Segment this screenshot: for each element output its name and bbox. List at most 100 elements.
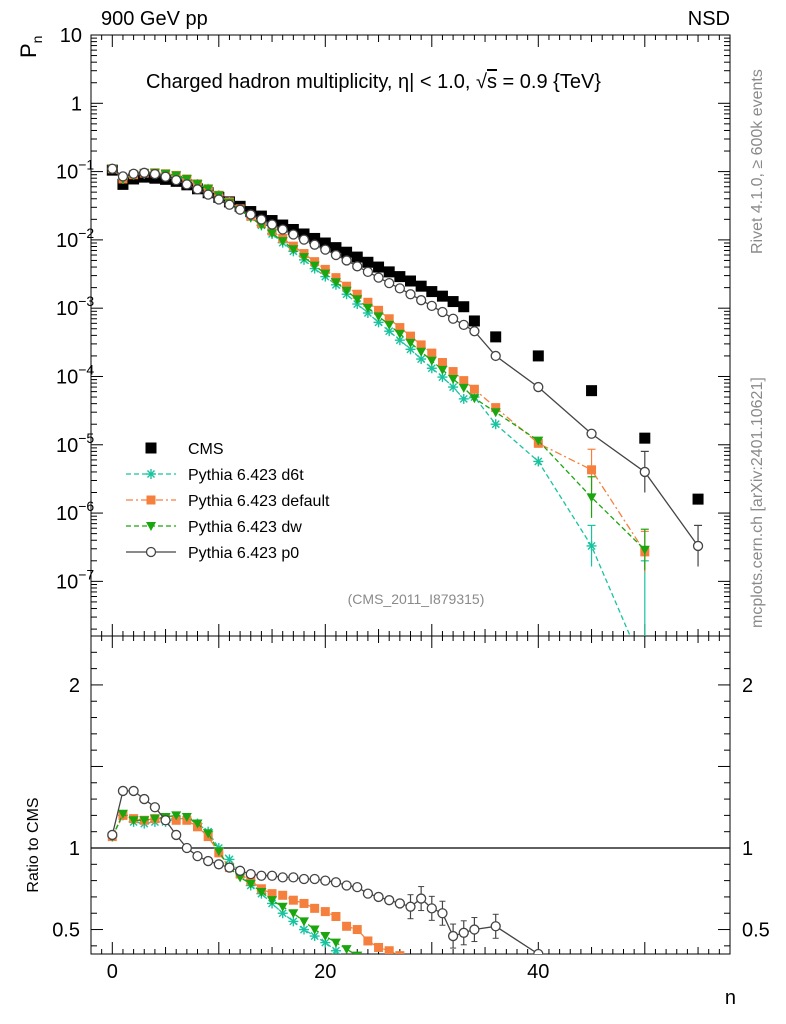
title-lead: Charged hadron multiplicity, <box>146 71 398 93</box>
ratio-point <box>298 873 310 885</box>
ratio-point <box>267 896 278 906</box>
y-tick-exp: −1 <box>78 157 94 173</box>
data-point <box>586 428 597 439</box>
data-point <box>139 167 150 178</box>
y-tick-label: 10−1 <box>56 157 94 184</box>
ratio-point <box>117 785 129 797</box>
ratio-point <box>181 813 192 823</box>
data-point <box>405 289 416 300</box>
ratio-point <box>309 873 320 885</box>
ratio-point <box>278 890 288 900</box>
ratio-point <box>181 842 193 854</box>
data-point <box>448 374 459 384</box>
data-point <box>405 338 416 348</box>
data-point <box>224 199 235 210</box>
data-point <box>384 320 395 330</box>
ratio-point <box>192 851 203 862</box>
analysis-annotation: (CMS_2011_I879315) <box>348 591 485 607</box>
series-pythia-6-423-default <box>107 164 650 573</box>
y-tick-exp: −7 <box>78 566 94 582</box>
data-point <box>266 219 278 230</box>
ratio-point <box>330 938 341 948</box>
data-point <box>395 323 405 333</box>
y-tick-exp: −6 <box>78 498 94 514</box>
data-point <box>298 228 310 240</box>
data-point <box>320 269 331 279</box>
title-eta: η <box>398 71 409 93</box>
data-point <box>436 290 448 302</box>
ratio-series-clip <box>107 785 544 954</box>
ratio-point <box>490 921 501 932</box>
legend-marker <box>146 522 156 531</box>
ratio-point <box>171 811 182 821</box>
x-tick-label: 20 <box>314 961 336 983</box>
y-tick-label: 10 <box>60 25 82 47</box>
data-point <box>394 329 405 339</box>
ratio-point <box>267 889 277 899</box>
y-axis-label-main: P <box>16 43 41 58</box>
data-point <box>352 261 363 272</box>
data-point <box>416 340 426 350</box>
data-point <box>416 354 427 365</box>
y-tick-label: 10−6 <box>56 498 94 525</box>
ratio-tick-label-left: 2 <box>69 675 80 697</box>
ratio-point <box>256 888 267 898</box>
ratio-point <box>288 872 299 883</box>
legend-marker <box>146 495 156 505</box>
data-point <box>447 313 459 324</box>
ratio-point <box>288 895 298 905</box>
data-point <box>181 179 193 190</box>
series-line <box>111 168 699 547</box>
data-point <box>373 261 385 273</box>
y-tick-exp: −4 <box>78 361 94 377</box>
ratio-point <box>139 793 150 805</box>
y-tick-label: 10−4 <box>56 361 94 388</box>
ratio-point <box>447 930 459 942</box>
data-point <box>447 296 459 308</box>
data-point <box>330 249 342 261</box>
data-point <box>160 171 171 182</box>
y-tick-exp: −3 <box>78 293 94 309</box>
data-point <box>458 383 469 393</box>
data-point <box>203 184 214 194</box>
data-point <box>426 363 437 374</box>
ratio-tick-label-right: 1 <box>742 838 753 860</box>
ratio-point <box>342 921 352 931</box>
y-tick-label: 10−2 <box>56 225 94 252</box>
data-point <box>309 239 320 250</box>
ratio-point <box>320 932 331 942</box>
x-axis-label: n <box>725 987 736 1009</box>
ratio-point <box>224 862 235 873</box>
data-point <box>587 465 597 475</box>
data-point <box>459 376 469 386</box>
ratio-point <box>266 870 278 881</box>
data-point <box>362 308 373 319</box>
data-point <box>319 237 331 249</box>
data-point <box>288 229 299 240</box>
data-point <box>171 174 182 186</box>
data-point <box>533 381 544 393</box>
data-point <box>384 277 395 289</box>
ratio-tick-label-right: 2 <box>742 675 753 697</box>
data-point <box>309 232 321 244</box>
ratio-point <box>320 907 330 917</box>
data-point <box>362 256 374 268</box>
ratio-point <box>234 865 246 876</box>
legend-label: Pythia 6.423 default <box>188 493 330 510</box>
y-tick-exp: −2 <box>78 225 94 241</box>
data-point <box>298 234 310 245</box>
data-point <box>458 319 469 331</box>
ratio-point <box>415 893 427 904</box>
side-mcplots-text: mcplots.cern.ch [arXiv:2401.10621] <box>749 377 766 628</box>
data-point <box>426 286 438 298</box>
data-point <box>128 168 139 179</box>
legend-marker <box>145 546 157 558</box>
y-tick-label: 10−3 <box>56 293 94 320</box>
ratio-point <box>149 814 160 824</box>
header-left: 900 GeV pp <box>101 8 208 30</box>
data-point <box>426 356 437 366</box>
ratio-point <box>192 819 203 829</box>
data-point <box>245 209 256 220</box>
ratio-point <box>299 898 309 908</box>
ratio-point <box>373 891 384 903</box>
